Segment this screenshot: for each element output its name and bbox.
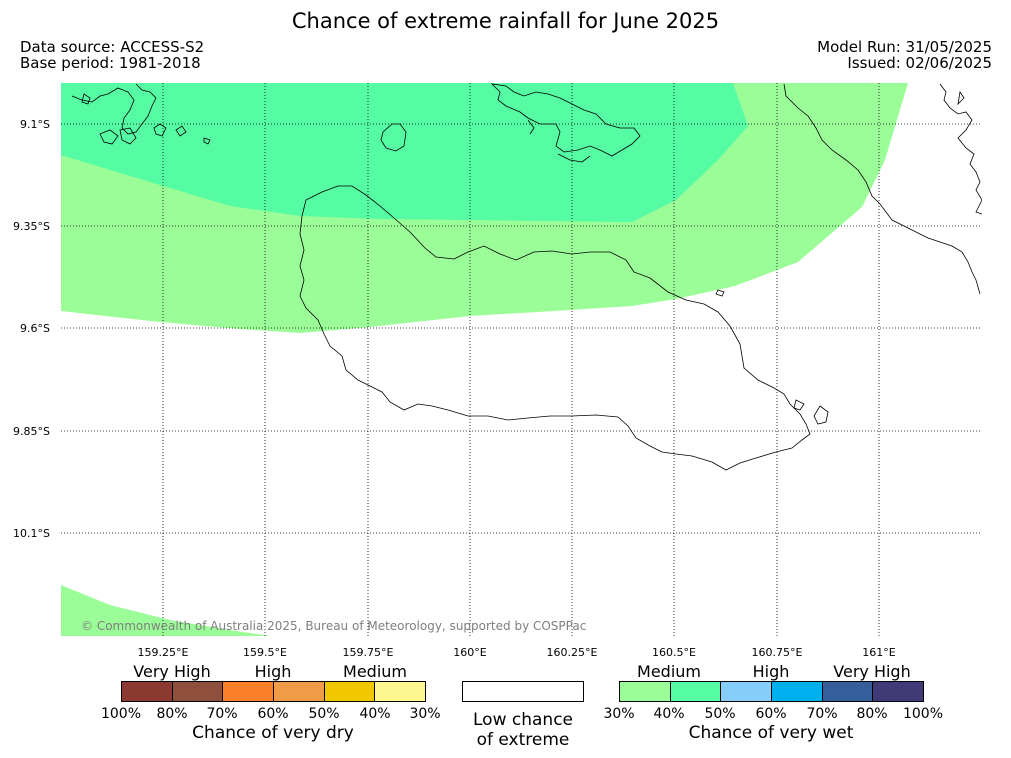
- dry-tick-label: 80%: [156, 706, 188, 722]
- guadalcanal-coastline: [299, 185, 811, 471]
- wet-colorbar: [619, 681, 924, 702]
- wet-category-label: High: [752, 662, 790, 681]
- dry-colorbar: [121, 681, 426, 702]
- lat-label: 10.1°S: [13, 527, 50, 540]
- dry-swatch-5: [324, 682, 376, 701]
- low-chance-caption: Low chance of extreme: [473, 710, 573, 750]
- dry-category-label: High: [254, 662, 292, 681]
- page-title: Chance of extreme rainfall for June 2025: [291, 9, 720, 33]
- meta-right: Model Run: 31/05/2025 Issued: 02/06/2025: [817, 39, 992, 71]
- wet-category-label: Medium: [637, 662, 701, 681]
- dry-tick-label: 50%: [308, 706, 340, 722]
- lat-label: 9.85°S: [13, 425, 50, 438]
- low-chance-line-2: of extreme: [476, 730, 570, 750]
- wet-tick-label: 40%: [653, 706, 685, 722]
- dry-swatch-1: [122, 682, 173, 701]
- wet-swatch-4: [772, 682, 823, 701]
- dry-tick-label: 70%: [206, 706, 238, 722]
- dry-caption: Chance of very dry: [192, 723, 354, 743]
- dry-category-label: Medium: [343, 662, 407, 681]
- issued-text: Issued: 02/06/2025: [847, 54, 992, 72]
- wet-swatch-1: [620, 682, 671, 701]
- dry-swatch-2: [172, 682, 224, 701]
- wet-swatch-6: [873, 682, 924, 701]
- lon-label: 160°E: [453, 646, 487, 659]
- lon-label: 160.75°E: [751, 646, 803, 659]
- russell-islands-coastline: [71, 83, 157, 135]
- dry-swatch-4: [274, 682, 325, 701]
- copyright-text: © Commonwealth of Australia 2025, Bureau…: [81, 619, 587, 633]
- lon-label: 160.5°E: [652, 646, 696, 659]
- lat-label: 9.35°S: [13, 220, 50, 233]
- wet-category-label: Very High: [833, 662, 911, 681]
- model-run-text: Model Run: 31/05/2025: [817, 38, 992, 56]
- savo-island-coastline: [380, 123, 407, 152]
- wet-swatch-2: [670, 682, 722, 701]
- wet-tick-label: 60%: [755, 706, 787, 722]
- lon-label: 161°E: [862, 646, 896, 659]
- wet-tick-label: 100%: [902, 706, 944, 722]
- malaita-coastline: [783, 83, 981, 295]
- wet-tick-label: 80%: [856, 706, 888, 722]
- wet-tick-label: 50%: [704, 706, 736, 722]
- graticule: [61, 83, 982, 636]
- lon-label: 159.25°E: [137, 646, 189, 659]
- dry-swatch-6: [375, 682, 426, 701]
- meta-left: Data source: ACCESS-S2 Base period: 1981…: [20, 39, 204, 71]
- dry-swatch-3: [223, 682, 275, 701]
- wet-caption: Chance of very wet: [688, 723, 854, 743]
- map-region-wet-30-40-south: [61, 585, 270, 636]
- map-region-wet-40-50: [61, 83, 748, 222]
- data-source-text: Data source: ACCESS-S2: [20, 38, 205, 56]
- base-period-text: Base period: 1981-2018: [20, 54, 201, 72]
- dry-tick-label: 100%: [100, 706, 142, 722]
- dry-tick-label: 60%: [257, 706, 289, 722]
- low-chance-swatch: [462, 681, 584, 702]
- lon-label: 160.25°E: [546, 646, 598, 659]
- wet-tick-label: 70%: [806, 706, 838, 722]
- nggela-islands-coastline: [490, 83, 641, 157]
- lat-label: 9.6°S: [20, 322, 50, 335]
- coastlines: [71, 83, 982, 471]
- dry-tick-label: 40%: [359, 706, 391, 722]
- dry-category-label: Very High: [133, 662, 211, 681]
- lon-label: 159.75°E: [342, 646, 394, 659]
- lon-label: 159.5°E: [243, 646, 287, 659]
- lat-label: 9.1°S: [20, 118, 50, 131]
- wet-tick-label: 30%: [603, 706, 635, 722]
- wet-swatch-3: [721, 682, 773, 701]
- dry-tick-label: 30%: [409, 706, 441, 722]
- wet-swatch-5: [822, 682, 874, 701]
- low-chance-line-1: Low chance: [473, 710, 573, 730]
